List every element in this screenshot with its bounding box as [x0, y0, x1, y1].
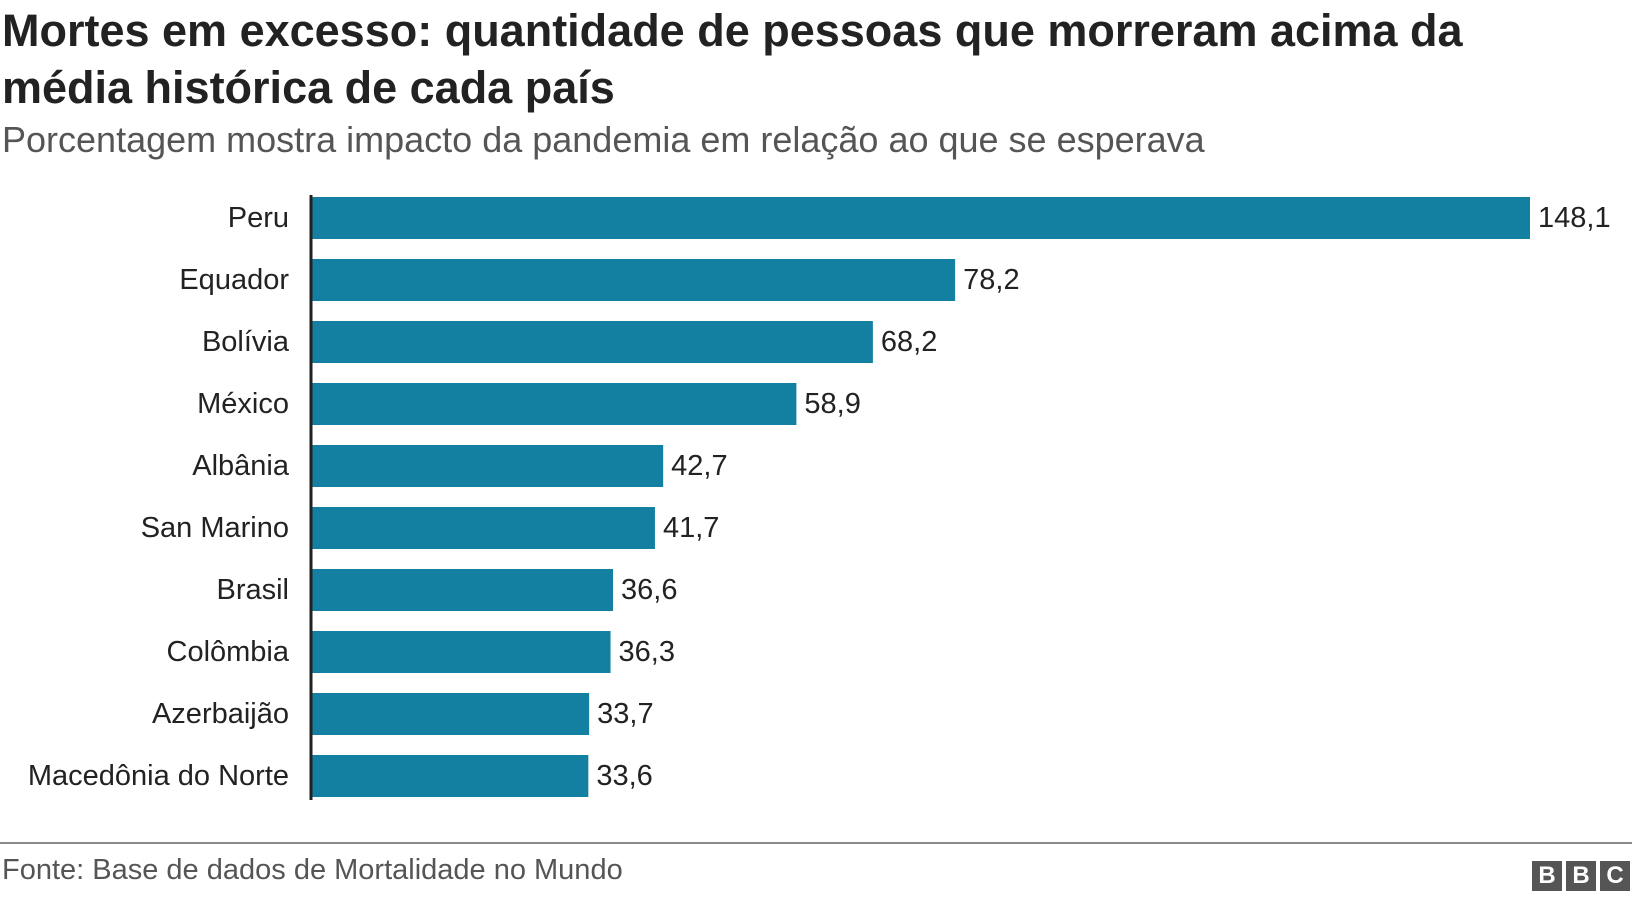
bbc-logo-letter: C	[1600, 861, 1630, 891]
category-label: San Marino	[141, 512, 289, 544]
bar-9	[312, 755, 589, 797]
category-label: México	[197, 388, 289, 420]
value-label: 41,7	[663, 512, 719, 544]
bbc-logo: B B C	[1532, 861, 1630, 891]
chart-title: Mortes em excesso: quantidade de pessoas…	[2, 5, 1463, 113]
category-label: Equador	[179, 264, 289, 296]
value-label: 36,6	[621, 574, 677, 606]
bars-group: Peru 148,1 Equador 78,2 Bolívia 68,2 México 58,…	[28, 197, 1611, 797]
category-label: Peru	[228, 202, 289, 234]
footer-divider	[0, 842, 1632, 844]
bar-5	[312, 507, 655, 549]
category-label: Bolívia	[202, 326, 290, 358]
bar-chart: Peru 148,1 Equador 78,2 Bolívia 68,2 México 58,…	[28, 195, 1611, 800]
value-label: 36,3	[619, 636, 675, 668]
source-note: Fonte: Base de dados de Mortalidade no M…	[2, 854, 623, 886]
bar-1	[312, 259, 956, 301]
bar-6	[312, 569, 614, 611]
bbc-logo-letter: B	[1532, 861, 1562, 891]
chart-subtitle: Porcentagem mostra impacto da pandemia e…	[2, 119, 1205, 160]
bar-3	[312, 383, 797, 425]
value-label: 33,6	[596, 760, 652, 792]
value-label: 42,7	[671, 450, 727, 482]
value-label: 148,1	[1538, 202, 1611, 234]
category-label: Azerbaijão	[152, 698, 289, 730]
category-label: Brasil	[216, 574, 289, 606]
bbc-logo-letter: B	[1566, 861, 1596, 891]
bar-2	[312, 321, 873, 363]
bar-8	[312, 693, 590, 735]
value-label: 68,2	[881, 326, 937, 358]
bar-0	[312, 197, 1530, 239]
bar-7	[312, 631, 611, 673]
value-label: 78,2	[963, 264, 1019, 296]
value-label: 33,7	[597, 698, 653, 730]
category-label: Colômbia	[167, 636, 290, 668]
category-label: Macedônia do Norte	[28, 760, 289, 792]
category-label: Albânia	[192, 450, 290, 482]
value-label: 58,9	[804, 388, 860, 420]
bar-4	[312, 445, 664, 487]
